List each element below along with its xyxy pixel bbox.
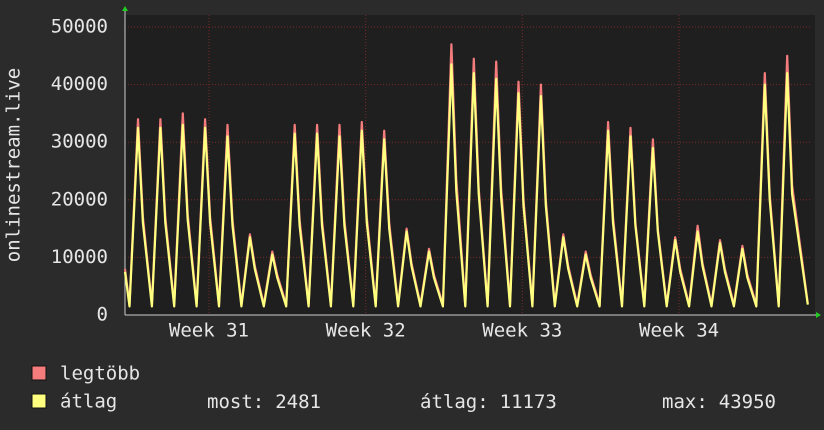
y-tick-label: 10000 <box>51 246 108 268</box>
y-axis-label: onlinestream.live <box>3 68 25 262</box>
stat: most: 2481 <box>207 391 321 413</box>
y-tick-label: 40000 <box>51 73 108 95</box>
y-tick-label: 20000 <box>51 188 108 210</box>
stat: átlag: 11173 <box>420 391 557 413</box>
stat-value: 11173 <box>500 391 557 413</box>
x-tick-label: Week 33 <box>482 320 562 342</box>
stat-label: átlag: <box>420 391 489 413</box>
y-tick-label: 50000 <box>51 16 108 38</box>
legend-swatch <box>31 393 47 409</box>
series-line <box>123 63 809 308</box>
x-tick-label: Week 32 <box>326 320 406 342</box>
stat-value: 43950 <box>719 391 776 413</box>
y-tick-label: 0 <box>97 304 108 326</box>
stat-value: 2481 <box>275 391 321 413</box>
x-tick-label: Week 31 <box>169 320 249 342</box>
axis-arrow <box>122 6 128 11</box>
stat: max: 43950 <box>662 391 776 413</box>
stat-label: max: <box>662 391 708 413</box>
y-tick-label: 30000 <box>51 131 108 153</box>
legend-swatch <box>31 365 47 381</box>
x-tick-label: Week 34 <box>639 320 719 342</box>
legend-label: legtöbb <box>60 363 140 385</box>
stat-label: most: <box>207 391 264 413</box>
axis-arrow <box>816 312 821 318</box>
legend-label: átlag <box>60 391 117 413</box>
